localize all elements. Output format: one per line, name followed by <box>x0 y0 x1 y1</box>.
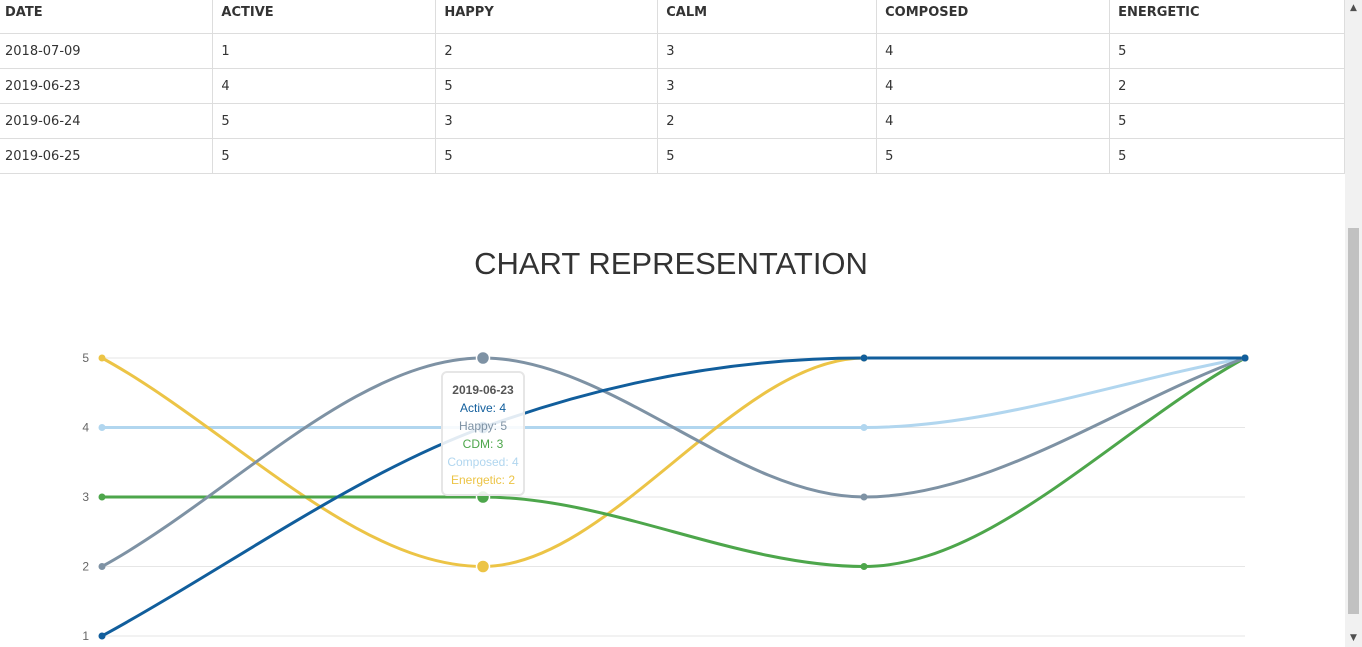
table-row: 2019-06-23 4 5 3 4 2 <box>0 68 1345 104</box>
data-point-happy[interactable] <box>860 493 868 501</box>
tooltip-line-energetic: Energetic: 2 <box>450 473 516 487</box>
table-cell-active: 4 <box>212 68 437 104</box>
data-point-calm[interactable] <box>860 563 868 570</box>
chart-series-lines <box>100 356 1247 638</box>
chart-data-points[interactable] <box>98 350 1249 640</box>
table-cell-happy: 3 <box>435 103 659 139</box>
series-line-active <box>100 356 1247 638</box>
scroll-down-arrow-icon[interactable]: ▼ <box>1350 633 1357 643</box>
table-cell-date: 2019-06-25 <box>0 138 214 174</box>
data-point-composed[interactable] <box>860 424 868 431</box>
table-cell-composed: 4 <box>876 103 1111 139</box>
table-row: 2019-06-24 5 3 2 4 5 <box>0 103 1345 139</box>
table-cell-date: 2019-06-24 <box>0 103 214 139</box>
table-cell-energetic: 2 <box>1109 68 1345 104</box>
series-line-energetic <box>100 356 1247 568</box>
y-tick-label: 1 <box>82 629 89 643</box>
column-header-active: ACTIVE <box>212 0 437 34</box>
table-row: 2019-06-25 5 5 5 5 5 <box>0 138 1345 174</box>
data-point-happy[interactable] <box>475 350 491 366</box>
tooltip-line-happy: Happy: 5 <box>458 419 508 433</box>
table-cell-calm: 2 <box>657 103 878 139</box>
tooltip-title: 2019-06-23 <box>452 383 514 397</box>
table-cell-energetic: 5 <box>1109 103 1345 139</box>
table-cell-happy: 5 <box>435 138 659 174</box>
table-header-row: DATE ACTIVE HAPPY CALM COMPOSED ENERGETI… <box>0 0 1345 34</box>
table-cell-happy: 5 <box>435 68 659 104</box>
column-header-date: DATE <box>0 0 214 34</box>
table-cell-happy: 2 <box>435 33 659 69</box>
y-tick-label: 2 <box>82 560 89 574</box>
data-point-composed[interactable] <box>98 424 106 431</box>
column-header-composed: COMPOSED <box>876 0 1111 34</box>
scrollbar-thumb[interactable] <box>1348 228 1359 614</box>
data-point-active[interactable] <box>1241 354 1249 362</box>
table-cell-calm: 3 <box>657 68 878 104</box>
y-axis-ticks: 1 2 3 4 5 <box>82 351 89 643</box>
y-tick-label: 3 <box>82 490 89 504</box>
y-tick-label: 5 <box>82 351 89 365</box>
chart-tooltip: 2019-06-23 Active: 4 Happy: 5 CDM: 3 Com… <box>441 371 525 496</box>
table-row: 2018-07-09 1 2 3 4 5 <box>0 33 1345 69</box>
column-header-energetic: ENERGETIC <box>1109 0 1345 34</box>
table-cell-active: 5 <box>212 103 437 139</box>
series-line-composed <box>100 356 1247 430</box>
table-cell-active: 5 <box>212 138 437 174</box>
table-cell-date: 2018-07-09 <box>0 33 214 69</box>
table-cell-composed: 4 <box>876 68 1111 104</box>
chart-title: CHART REPRESENTATION <box>474 246 868 281</box>
data-point-happy[interactable] <box>98 563 106 570</box>
vertical-scrollbar[interactable]: ▲ ▼ <box>1345 0 1362 647</box>
table-cell-energetic: 5 <box>1109 33 1345 69</box>
tooltip-line-active: Active: 4 <box>459 401 507 415</box>
table-cell-date: 2019-06-23 <box>0 68 214 104</box>
mood-table: DATE ACTIVE HAPPY CALM COMPOSED ENERGETI… <box>0 0 1345 174</box>
data-point-energetic[interactable] <box>475 559 491 574</box>
table-cell-calm: 3 <box>657 33 878 69</box>
column-header-happy: HAPPY <box>435 0 659 34</box>
y-tick-label: 4 <box>82 421 89 435</box>
data-point-active[interactable] <box>860 354 868 362</box>
data-point-active[interactable] <box>98 632 106 640</box>
column-header-calm: CALM <box>657 0 878 34</box>
tooltip-line-composed: Composed: 4 <box>447 455 519 469</box>
table-cell-composed: 5 <box>876 138 1111 174</box>
tooltip-line-calm: CDM: 3 <box>462 437 504 451</box>
table-cell-energetic: 5 <box>1109 138 1345 174</box>
table-cell-calm: 5 <box>657 138 878 174</box>
scroll-up-arrow-icon[interactable]: ▲ <box>1350 3 1357 13</box>
data-point-energetic[interactable] <box>98 354 106 362</box>
series-line-calm <box>100 356 1247 568</box>
chart-gridlines <box>102 357 1245 637</box>
table-cell-composed: 4 <box>876 33 1111 69</box>
table-cell-active: 1 <box>212 33 437 69</box>
series-line-happy <box>100 356 1247 568</box>
data-point-calm[interactable] <box>98 493 106 501</box>
